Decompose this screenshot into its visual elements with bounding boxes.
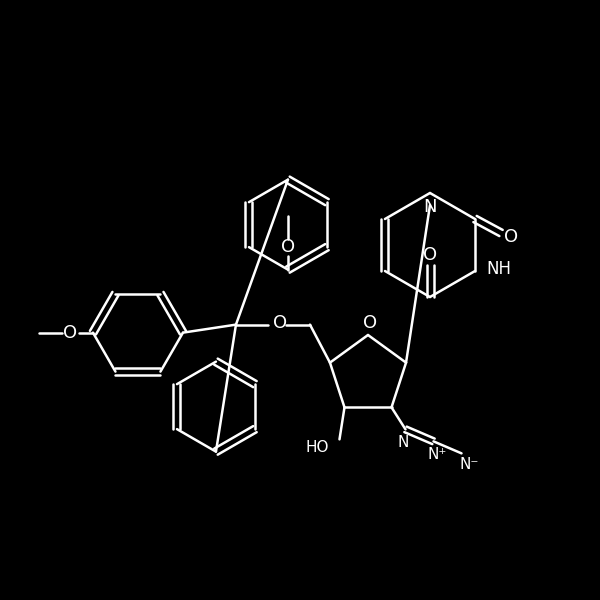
Text: O: O [363, 314, 377, 332]
Text: N⁺: N⁺ [428, 447, 447, 462]
Text: HO: HO [306, 440, 329, 455]
Text: O: O [281, 238, 295, 256]
Text: O: O [423, 246, 437, 264]
Text: O: O [63, 323, 77, 341]
Text: NH: NH [487, 260, 512, 278]
Text: N: N [398, 435, 409, 450]
Text: N⁻: N⁻ [460, 457, 479, 472]
Text: N: N [423, 198, 437, 216]
Text: O: O [273, 314, 287, 332]
Text: O: O [504, 228, 518, 246]
